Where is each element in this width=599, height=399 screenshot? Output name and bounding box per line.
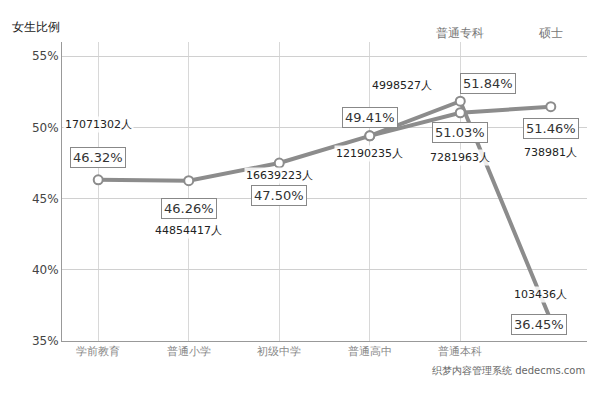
svg-text:普通专科: 普通专科: [436, 26, 484, 40]
svg-text:40%: 40%: [32, 263, 59, 277]
svg-text:硕士: 硕士: [538, 26, 563, 40]
svg-text:46.26%: 46.26%: [164, 201, 214, 216]
svg-text:51.46%: 51.46%: [526, 121, 576, 136]
svg-text:12190235人: 12190235人: [336, 147, 403, 160]
svg-text:35%: 35%: [32, 334, 59, 348]
svg-text:16639223人: 16639223人: [246, 169, 313, 182]
svg-text:738981人: 738981人: [524, 146, 577, 159]
svg-text:49.41%: 49.41%: [345, 110, 395, 125]
svg-text:44854417人: 44854417人: [155, 224, 222, 237]
svg-text:女生比例: 女生比例: [12, 20, 60, 34]
svg-text:46.32%: 46.32%: [73, 150, 123, 165]
svg-text:51.03%: 51.03%: [435, 125, 485, 140]
svg-text:织梦内容管理系统 dedecms.com: 织梦内容管理系统 dedecms.com: [432, 365, 585, 376]
svg-text:17071302人: 17071302人: [65, 118, 132, 131]
svg-text:普通本科: 普通本科: [438, 345, 482, 358]
svg-text:7281963人: 7281963人: [430, 151, 490, 164]
svg-text:学前教育: 学前教育: [76, 345, 120, 358]
svg-text:36.45%: 36.45%: [514, 317, 564, 332]
svg-text:4998527人: 4998527人: [372, 79, 432, 92]
svg-text:47.50%: 47.50%: [254, 188, 304, 203]
svg-text:普通小学: 普通小学: [167, 345, 211, 358]
svg-text:普通高中: 普通高中: [348, 345, 392, 358]
svg-text:55%: 55%: [32, 49, 59, 63]
svg-text:51.84%: 51.84%: [463, 76, 513, 91]
svg-text:103436人: 103436人: [514, 288, 567, 301]
svg-text:初级中学: 初级中学: [257, 345, 301, 358]
svg-text:50%: 50%: [32, 121, 59, 135]
svg-text:45%: 45%: [32, 192, 59, 206]
